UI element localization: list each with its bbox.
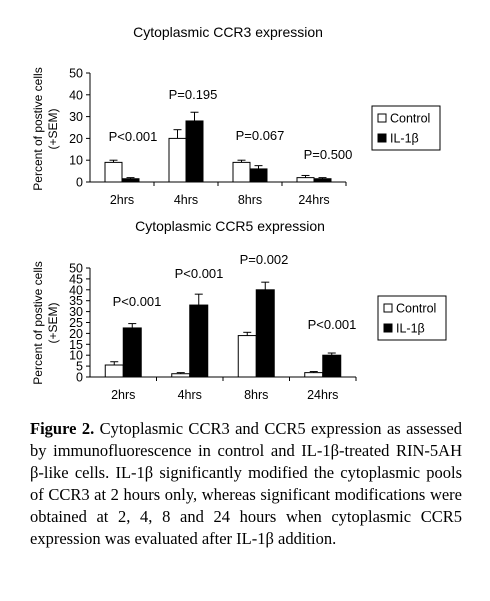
chart2-y-tick-label: 0	[76, 371, 83, 385]
chart2-y-tick-label: 45	[69, 272, 83, 286]
chart1-y-tick-label: 10	[69, 154, 83, 168]
chart2-legend-label: Control	[396, 302, 436, 316]
chart2-x-tick-label: 4hrs	[178, 388, 202, 402]
chart1-bar-control	[104, 161, 123, 183]
chart2-x-tick-label: 2hrs	[111, 388, 135, 402]
chart2-bar-control	[304, 372, 324, 378]
chart2-p-value-annotation: P<0.001	[175, 266, 224, 281]
chart1-bar-il1b	[185, 120, 204, 183]
chart2-p-value-annotation: P=0.002	[240, 252, 289, 267]
chart2-y-tick-label: 15	[69, 338, 83, 352]
chart1-x-tick-label: 8hrs	[238, 193, 262, 207]
chart2-y-tick-label: 30	[69, 305, 83, 319]
chart1-y-tick-label: 20	[69, 132, 83, 146]
chart2-y-tick-label: 50	[69, 262, 83, 276]
chart1-title: Cytoplasmic CCR3 expression	[133, 24, 323, 40]
chart2-legend-box	[377, 295, 447, 341]
chart2-x-tick-label: 24hrs	[307, 388, 338, 402]
chart2-y-tick-label: 25	[69, 316, 83, 330]
chart2-y-tick-label: 40	[69, 283, 83, 297]
chart1-x-tick-label: 2hrs	[110, 193, 134, 207]
chart1-y-axis-label-line: (+SEM)	[46, 108, 60, 149]
chart2-bar-il1b	[255, 289, 275, 378]
chart2-y-axis-label: Percent of postive cells(+SEM)	[31, 261, 60, 384]
chart1-bar-il1b	[121, 178, 140, 183]
chart2-bar-control	[237, 335, 257, 378]
chart1-legend-label: Control	[390, 112, 430, 126]
chart1-legend-label: IL-1β	[390, 132, 419, 146]
chart2-y-axis-label-line: (+SEM)	[46, 302, 60, 343]
chart1-bar-control	[168, 137, 187, 183]
chart1-p-value-annotation: P<0.001	[109, 129, 158, 144]
chart1-legend-swatch	[377, 113, 387, 123]
chart1-y-tick-label: 40	[69, 88, 83, 102]
chart2-x-tick-label: 8hrs	[244, 388, 268, 402]
chart1-legend-box	[371, 105, 441, 151]
chart2-y-tick-label: 35	[69, 294, 83, 308]
chart2-p-value-annotation: P<0.001	[113, 294, 162, 309]
chart2-y-tick-label: 5	[76, 360, 83, 374]
chart2-p-value-annotation: P<0.001	[308, 317, 357, 332]
chart1-y-axis-label: Percent of postive cells(+SEM)	[31, 67, 60, 190]
chart1-bar-il1b	[313, 178, 332, 183]
chart2-bar-il1b	[122, 327, 142, 378]
chart2-y-tick-label: 20	[69, 327, 83, 341]
chart1-legend-swatch	[377, 133, 387, 143]
chart1-p-value-annotation: P=0.500	[304, 147, 353, 162]
caption-text: Cytoplasmic CCR3 and CCR5 expression as …	[30, 419, 462, 548]
chart1-bar-control	[232, 161, 251, 183]
chart1-y-axis-label-line: Percent of postive cells	[31, 67, 45, 190]
chart2-y-axis-label-line: Percent of postive cells	[31, 261, 45, 384]
chart1-y-tick-label: 0	[76, 176, 83, 190]
chart1-y-tick-label: 50	[69, 67, 83, 81]
chart2-legend-swatch	[383, 303, 393, 313]
chart1-bar-il1b	[249, 168, 268, 183]
chart2-title: Cytoplasmic CCR5 expression	[135, 218, 325, 234]
chart2-bar-control	[171, 373, 191, 378]
chart1-y-tick-label: 30	[69, 110, 83, 124]
caption-lead: Figure 2.	[30, 419, 95, 438]
chart1-p-value-annotation: P=0.195	[169, 87, 218, 102]
chart2-bar-il1b	[189, 304, 209, 378]
chart1-bar-control	[296, 177, 315, 183]
chart2-legend-label: IL-1β	[396, 322, 425, 336]
chart1-p-value-annotation: P=0.067	[236, 128, 285, 143]
chart2-bar-control	[104, 364, 124, 378]
chart1-x-tick-label: 24hrs	[298, 193, 329, 207]
figure-caption: Figure 2. Cytoplasmic CCR3 and CCR5 expr…	[30, 418, 462, 550]
chart2-y-tick-label: 10	[69, 349, 83, 363]
chart2-legend-swatch	[383, 323, 393, 333]
figure-canvas: Cytoplasmic CCR3 expression01020304050Pe…	[31, 24, 447, 402]
chart1-x-tick-label: 4hrs	[174, 193, 198, 207]
chart2-bar-il1b	[322, 354, 342, 378]
